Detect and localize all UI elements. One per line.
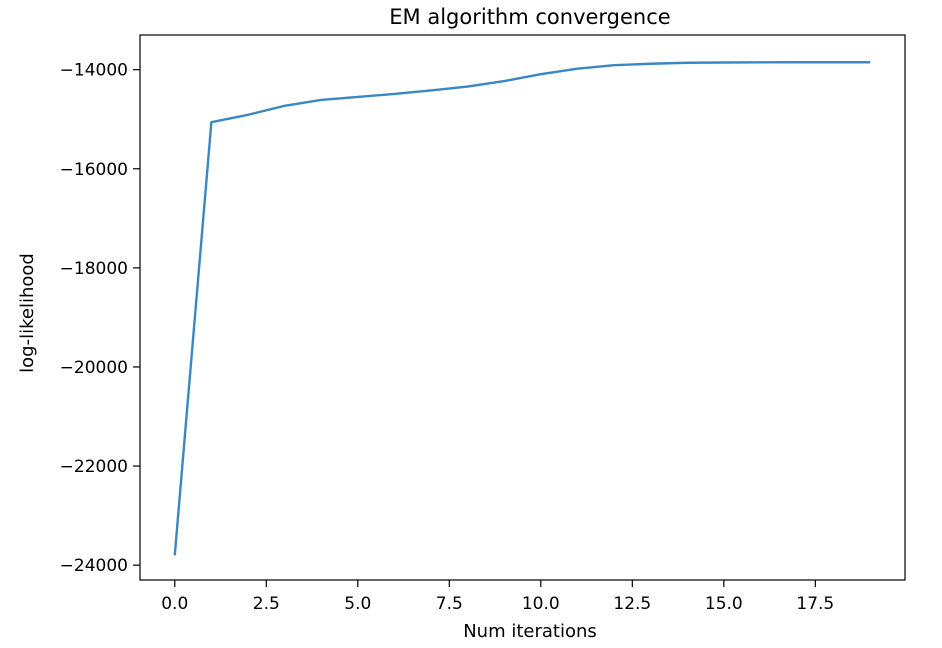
plot-frame [139, 34, 906, 581]
plot-area [173, 61, 871, 556]
x-tick-label: 10.0 [522, 594, 560, 614]
x-tick-label: 15.0 [705, 594, 743, 614]
x-tick-label: 5.0 [344, 594, 371, 614]
y-tick-label: −14000 [60, 61, 128, 81]
y-tick-label: −18000 [60, 259, 128, 279]
x-tick-label: 7.5 [436, 594, 463, 614]
y-axis: −24000 −22000 −20000 −18000 −16000 −14000 [60, 61, 140, 576]
y-tick-label: −22000 [60, 457, 128, 477]
x-tick-label: 0.0 [161, 594, 188, 614]
y-tick-label: −24000 [60, 556, 128, 576]
series-line [173, 61, 871, 556]
x-tick-label: 12.5 [613, 594, 651, 614]
x-tick-label: 17.5 [796, 594, 834, 614]
x-axis: 0.0 2.5 5.0 7.5 10.0 12.5 15.0 17.5 [161, 580, 834, 614]
x-tick-label: 2.5 [253, 594, 280, 614]
y-tick-label: −20000 [60, 358, 128, 378]
x-axis-label: Num iterations [463, 621, 597, 642]
y-axis-label: log-likelihood [17, 253, 38, 373]
chart-title: EM algorithm convergence [389, 5, 670, 29]
y-tick-label: −16000 [60, 160, 128, 180]
